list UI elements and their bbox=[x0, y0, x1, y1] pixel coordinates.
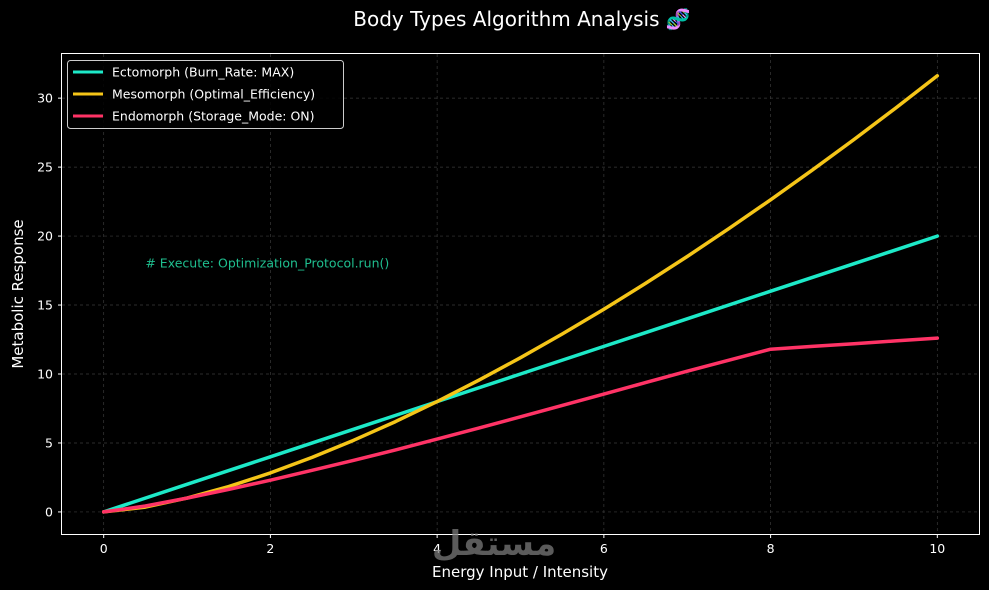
series-line-endomorph bbox=[101, 336, 940, 514]
axis-ticks: 0 2 4 6 8 10 0 5 10 15 20 25 30 bbox=[37, 91, 945, 556]
x-tick-label: 8 bbox=[767, 541, 775, 556]
watermark-text: مستقل bbox=[432, 524, 556, 564]
y-tick-label: 20 bbox=[37, 229, 53, 244]
legend: Ectomorph (Burn_Rate: MAX) Mesomorph (Op… bbox=[67, 60, 344, 129]
legend-label-ectomorph: Ectomorph (Burn_Rate: MAX) bbox=[112, 65, 294, 80]
y-tick-label: 0 bbox=[45, 504, 53, 519]
plot-frame bbox=[61, 53, 980, 535]
legend-label-endomorph: Endomorph (Storage_Mode: ON) bbox=[112, 109, 315, 124]
y-tick-label: 5 bbox=[45, 435, 53, 450]
series-lines bbox=[101, 74, 940, 514]
code-annotation: # Execute: Optimization_Protocol.run() bbox=[145, 256, 389, 271]
x-tick-label: 4 bbox=[433, 541, 441, 556]
x-tick-label: 0 bbox=[100, 541, 108, 556]
series-line-mesomorph bbox=[101, 74, 940, 514]
legend-box bbox=[67, 60, 344, 129]
series-line-ectomorph bbox=[101, 234, 940, 514]
y-tick-label: 15 bbox=[37, 298, 53, 313]
y-tick-label: 10 bbox=[37, 367, 53, 382]
x-tick-label: 6 bbox=[600, 541, 608, 556]
watermark-logo: مستقل bbox=[432, 524, 556, 564]
x-axis-label: Energy Input / Intensity bbox=[432, 563, 608, 581]
y-tick-label: 25 bbox=[37, 160, 53, 175]
grid bbox=[62, 54, 979, 534]
y-axis-label: Metabolic Response bbox=[9, 219, 27, 368]
chart-title: Body Types Algorithm Analysis 🧬 bbox=[353, 7, 691, 31]
x-tick-label: 10 bbox=[929, 541, 945, 556]
legend-label-mesomorph: Mesomorph (Optimal_Efficiency) bbox=[112, 87, 315, 102]
x-tick-label: 2 bbox=[266, 541, 274, 556]
y-tick-label: 30 bbox=[37, 91, 53, 106]
